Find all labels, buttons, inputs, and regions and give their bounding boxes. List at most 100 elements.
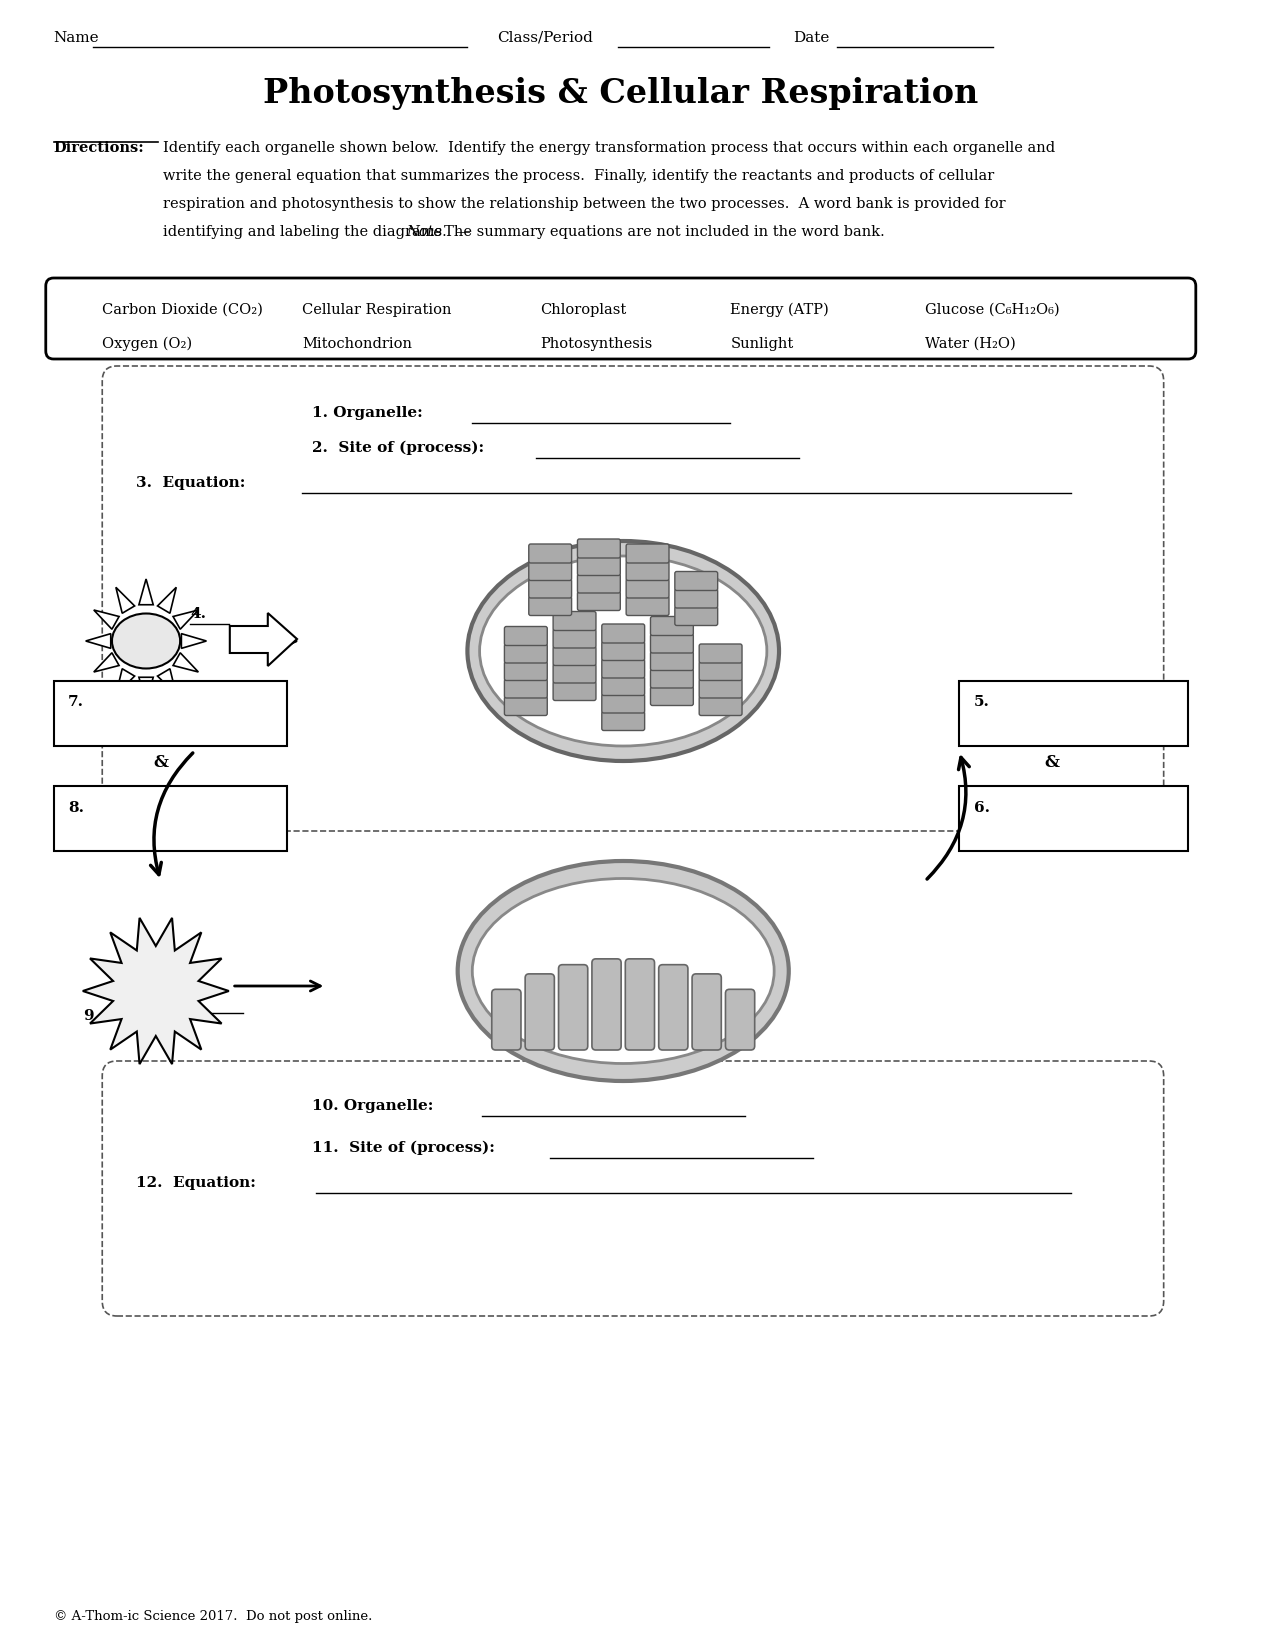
FancyBboxPatch shape (699, 697, 742, 715)
FancyBboxPatch shape (625, 959, 654, 1050)
Polygon shape (173, 609, 199, 629)
FancyBboxPatch shape (505, 644, 547, 664)
FancyBboxPatch shape (650, 669, 694, 688)
Text: 9.: 9. (83, 1009, 98, 1024)
FancyBboxPatch shape (553, 611, 595, 631)
FancyBboxPatch shape (578, 591, 621, 611)
Ellipse shape (468, 542, 779, 761)
FancyBboxPatch shape (529, 580, 571, 598)
FancyBboxPatch shape (558, 964, 588, 1050)
Polygon shape (116, 669, 135, 695)
FancyBboxPatch shape (725, 989, 755, 1050)
FancyBboxPatch shape (54, 786, 287, 850)
Polygon shape (94, 652, 119, 672)
Ellipse shape (479, 556, 766, 746)
Ellipse shape (112, 614, 180, 669)
Text: identifying and labeling the diagrams.  —: identifying and labeling the diagrams. — (163, 225, 470, 239)
FancyBboxPatch shape (650, 616, 694, 636)
Polygon shape (139, 580, 153, 604)
Polygon shape (158, 588, 176, 613)
FancyBboxPatch shape (505, 662, 547, 680)
FancyBboxPatch shape (46, 277, 1196, 358)
Polygon shape (230, 613, 297, 665)
FancyBboxPatch shape (674, 606, 718, 626)
Polygon shape (181, 634, 207, 649)
Text: Cellular Respiration: Cellular Respiration (302, 304, 451, 317)
Text: 5.: 5. (974, 695, 989, 708)
FancyBboxPatch shape (692, 974, 722, 1050)
Text: Photosynthesis & Cellular Respiration: Photosynthesis & Cellular Respiration (263, 78, 978, 111)
FancyBboxPatch shape (602, 659, 645, 679)
Text: Mitochondrion: Mitochondrion (302, 337, 412, 352)
Text: 7.: 7. (68, 695, 84, 708)
Polygon shape (139, 677, 153, 703)
FancyBboxPatch shape (650, 652, 694, 670)
FancyBboxPatch shape (592, 959, 621, 1050)
FancyBboxPatch shape (529, 543, 571, 563)
Text: &: & (153, 755, 168, 771)
FancyBboxPatch shape (626, 543, 669, 563)
FancyBboxPatch shape (553, 647, 595, 665)
FancyBboxPatch shape (602, 677, 645, 695)
Text: Date: Date (793, 31, 830, 45)
Polygon shape (116, 588, 135, 613)
FancyBboxPatch shape (553, 682, 595, 700)
FancyBboxPatch shape (959, 786, 1188, 850)
FancyBboxPatch shape (492, 989, 521, 1050)
FancyBboxPatch shape (602, 642, 645, 660)
Text: Oxygen (O₂): Oxygen (O₂) (102, 337, 193, 352)
Polygon shape (85, 634, 111, 649)
Text: Sunlight: Sunlight (731, 337, 793, 352)
FancyBboxPatch shape (525, 974, 555, 1050)
FancyBboxPatch shape (553, 664, 595, 684)
FancyBboxPatch shape (578, 556, 621, 576)
Text: respiration and photosynthesis to show the relationship between the two processe: respiration and photosynthesis to show t… (163, 196, 1005, 211)
Ellipse shape (472, 878, 774, 1063)
Polygon shape (94, 609, 119, 629)
FancyBboxPatch shape (602, 693, 645, 713)
Text: 11.  Site of (process):: 11. Site of (process): (311, 1141, 495, 1156)
FancyBboxPatch shape (674, 589, 718, 608)
Polygon shape (158, 669, 176, 695)
Text: Photosynthesis: Photosynthesis (541, 337, 653, 352)
FancyBboxPatch shape (505, 697, 547, 715)
FancyBboxPatch shape (529, 596, 571, 616)
Polygon shape (83, 918, 228, 1065)
Text: 10. Organelle:: 10. Organelle: (311, 1100, 434, 1113)
Text: write the general equation that summarizes the process.  Finally, identify the r: write the general equation that summariz… (163, 168, 995, 183)
Text: 2.  Site of (process):: 2. Site of (process): (311, 441, 483, 456)
FancyBboxPatch shape (602, 712, 645, 730)
Text: 1. Organelle:: 1. Organelle: (311, 406, 422, 419)
Text: :  The summary equations are not included in the word bank.: : The summary equations are not included… (430, 225, 885, 239)
Text: 6.: 6. (974, 801, 989, 816)
FancyBboxPatch shape (699, 679, 742, 698)
Text: Name: Name (54, 31, 99, 45)
Text: Identify each organelle shown below.  Identify the energy transformation process: Identify each organelle shown below. Ide… (163, 140, 1054, 155)
FancyBboxPatch shape (959, 680, 1188, 746)
FancyBboxPatch shape (626, 596, 669, 616)
FancyBboxPatch shape (626, 561, 669, 581)
Text: 8.: 8. (68, 801, 84, 816)
FancyBboxPatch shape (529, 561, 571, 581)
FancyBboxPatch shape (626, 580, 669, 598)
Text: 12.  Equation:: 12. Equation: (136, 1176, 256, 1190)
Polygon shape (173, 652, 199, 672)
Text: Water (H₂O): Water (H₂O) (926, 337, 1016, 352)
Text: Energy (ATP): Energy (ATP) (731, 304, 829, 317)
FancyBboxPatch shape (650, 687, 694, 705)
FancyBboxPatch shape (505, 626, 547, 646)
FancyBboxPatch shape (659, 964, 689, 1050)
Text: Directions:: Directions: (54, 140, 144, 155)
FancyBboxPatch shape (674, 571, 718, 591)
FancyBboxPatch shape (602, 624, 645, 642)
FancyBboxPatch shape (553, 629, 595, 647)
Text: &: & (1044, 755, 1060, 771)
FancyBboxPatch shape (699, 644, 742, 664)
FancyBboxPatch shape (505, 679, 547, 698)
FancyBboxPatch shape (578, 538, 621, 558)
FancyBboxPatch shape (54, 680, 287, 746)
Text: Note: Note (407, 225, 442, 239)
Text: Glucose (C₆H₁₂O₆): Glucose (C₆H₁₂O₆) (926, 304, 1060, 317)
FancyBboxPatch shape (102, 1062, 1164, 1316)
FancyBboxPatch shape (102, 367, 1164, 830)
